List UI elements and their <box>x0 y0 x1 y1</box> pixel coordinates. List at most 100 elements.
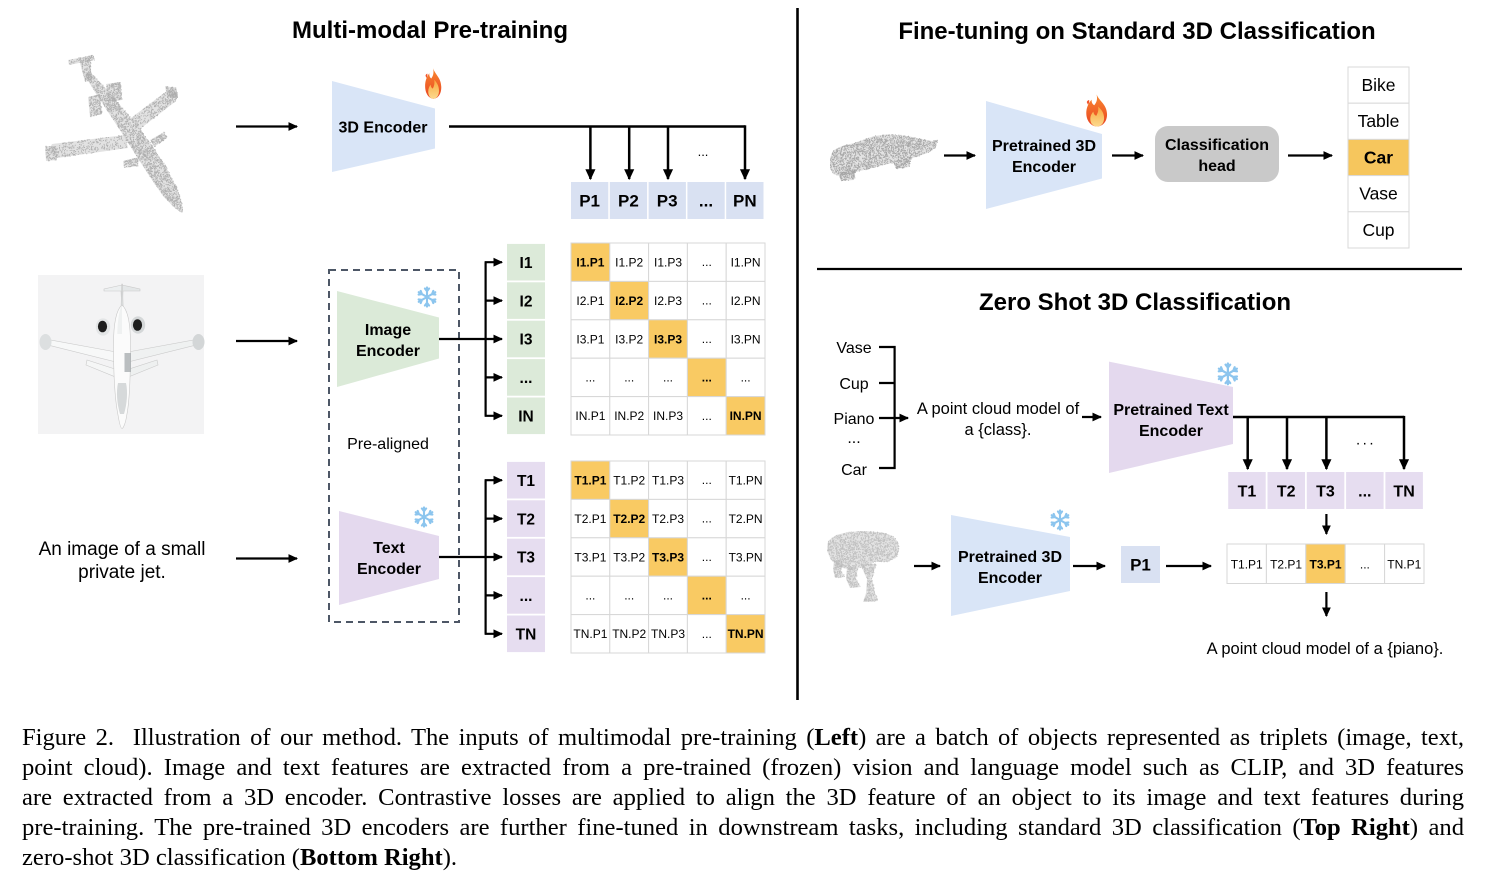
svg-text:I1.P3: I1.P3 <box>654 256 682 270</box>
svg-text:PN: PN <box>733 192 757 211</box>
svg-text:Fine-tuning on Standard 3D Cla: Fine-tuning on Standard 3D Classificatio… <box>898 18 1375 45</box>
svg-text:T3.P1: T3.P1 <box>1309 558 1341 572</box>
svg-text:T2.P3: T2.P3 <box>652 512 684 526</box>
svg-text:I3.P1: I3.P1 <box>576 332 604 346</box>
svg-text:IN.PN: IN.PN <box>730 409 762 423</box>
svg-text:...: ... <box>702 588 712 602</box>
svg-text:...: ... <box>663 370 673 384</box>
svg-text:I2.P2: I2.P2 <box>615 294 643 308</box>
svg-text:T1.PN: T1.PN <box>729 474 763 488</box>
svg-text:...: ... <box>624 588 634 602</box>
svg-text:IN.P1: IN.P1 <box>575 409 605 423</box>
svg-text:TN: TN <box>516 627 537 644</box>
svg-text:I2: I2 <box>520 293 533 310</box>
svg-text:...: ... <box>585 588 595 602</box>
svg-text:...: ... <box>698 144 709 159</box>
svg-text:Zero Shot 3D Classification: Zero Shot 3D Classification <box>979 289 1291 316</box>
svg-text:3D Encoder: 3D Encoder <box>339 120 428 137</box>
svg-text:...: ... <box>699 192 713 211</box>
svg-text:P1: P1 <box>1130 556 1151 575</box>
svg-text:Table: Table <box>1358 111 1400 131</box>
svg-text:T3.P3: T3.P3 <box>652 550 684 564</box>
svg-text:Encoder: Encoder <box>357 561 421 578</box>
svg-text:Cup: Cup <box>1362 220 1394 240</box>
svg-text:I3.P2: I3.P2 <box>615 332 643 346</box>
svg-text:T2: T2 <box>1277 484 1296 501</box>
svg-text:IN.P2: IN.P2 <box>614 409 644 423</box>
svg-text:IN: IN <box>518 409 534 426</box>
svg-text:I2.P3: I2.P3 <box>654 294 682 308</box>
svg-text:I1: I1 <box>520 255 533 272</box>
svg-text:T2.P1: T2.P1 <box>1270 558 1302 572</box>
svg-text:T1: T1 <box>517 473 535 490</box>
svg-text:Vase: Vase <box>836 340 871 357</box>
svg-text:...: ... <box>702 550 712 564</box>
svg-text:...: ... <box>702 409 712 423</box>
svg-text:...: ... <box>1356 432 1376 449</box>
svg-text:T1.P3: T1.P3 <box>652 474 684 488</box>
svg-text:I3.PN: I3.PN <box>731 332 761 346</box>
svg-text:...: ... <box>520 588 533 605</box>
svg-text:TN.PN: TN.PN <box>728 627 764 641</box>
svg-text:...: ... <box>702 294 712 308</box>
svg-text:T1: T1 <box>1238 484 1257 501</box>
svg-text:I1.P2: I1.P2 <box>615 256 643 270</box>
svg-text:TN.P2: TN.P2 <box>612 627 646 641</box>
svg-text:T2: T2 <box>517 511 535 528</box>
svg-text:...: ... <box>585 370 595 384</box>
svg-text:Bike: Bike <box>1361 75 1395 95</box>
svg-text:Encoder: Encoder <box>1139 423 1203 440</box>
svg-text:TN.P1: TN.P1 <box>1387 558 1421 572</box>
svg-text:...: ... <box>702 370 712 384</box>
svg-text:Pretrained 3D: Pretrained 3D <box>992 138 1096 155</box>
svg-text:T3: T3 <box>1316 484 1335 501</box>
svg-text:I3: I3 <box>520 332 533 349</box>
svg-text:...: ... <box>741 588 751 602</box>
svg-text:Pretrained 3D: Pretrained 3D <box>958 549 1062 566</box>
svg-text:I1.PN: I1.PN <box>731 256 761 270</box>
svg-text:...: ... <box>741 370 751 384</box>
svg-text:...: ... <box>702 627 712 641</box>
svg-text:I2.P1: I2.P1 <box>576 294 604 308</box>
svg-text:...: ... <box>1360 558 1370 572</box>
svg-text:a {class}.: a {class}. <box>965 421 1032 439</box>
svg-text:A point cloud model of a {pian: A point cloud model of a {piano}. <box>1207 640 1444 658</box>
svg-text:Pre-aligned: Pre-aligned <box>347 436 429 453</box>
svg-text:TN.P3: TN.P3 <box>651 627 685 641</box>
svg-text:IN.P3: IN.P3 <box>653 409 683 423</box>
svg-text:P3: P3 <box>657 192 678 211</box>
svg-text:Classification: Classification <box>1165 137 1269 154</box>
svg-text:T3.PN: T3.PN <box>729 550 763 564</box>
svg-text:T2.PN: T2.PN <box>729 512 763 526</box>
svg-text:Vase: Vase <box>1359 184 1398 204</box>
svg-text:head: head <box>1198 158 1235 175</box>
svg-text:Pretrained Text: Pretrained Text <box>1113 402 1229 419</box>
svg-text:T3: T3 <box>517 550 535 567</box>
svg-text:T2.P1: T2.P1 <box>574 512 606 526</box>
svg-text:...: ... <box>1358 484 1371 501</box>
svg-text:Image: Image <box>365 322 411 339</box>
svg-text:T3.P2: T3.P2 <box>613 550 645 564</box>
svg-text:I1.P1: I1.P1 <box>576 256 604 270</box>
svg-text:T1.P1: T1.P1 <box>574 474 606 488</box>
svg-text:...: ... <box>702 255 712 269</box>
svg-text:TN: TN <box>1393 484 1414 501</box>
svg-text:Text: Text <box>373 540 405 557</box>
svg-text:TN.P1: TN.P1 <box>573 627 607 641</box>
svg-text:...: ... <box>702 512 712 526</box>
svg-text:...: ... <box>520 370 533 387</box>
svg-text:P2: P2 <box>618 192 639 211</box>
svg-text:Encoder: Encoder <box>978 570 1042 587</box>
svg-text:Piano: Piano <box>834 411 875 428</box>
svg-text:Car: Car <box>841 462 867 479</box>
svg-text:A point cloud model of: A point cloud model of <box>917 400 1080 418</box>
svg-text:...: ... <box>702 332 712 346</box>
svg-text:Multi-modal Pre-training: Multi-modal Pre-training <box>292 17 568 44</box>
svg-text:...: ... <box>624 370 634 384</box>
svg-text:T2.P2: T2.P2 <box>613 512 645 526</box>
svg-text:P1: P1 <box>579 192 600 211</box>
svg-text:T1.P1: T1.P1 <box>1231 558 1263 572</box>
svg-text:Cup: Cup <box>839 376 868 393</box>
svg-text:...: ... <box>702 473 712 487</box>
svg-text:T1.P2: T1.P2 <box>613 474 645 488</box>
